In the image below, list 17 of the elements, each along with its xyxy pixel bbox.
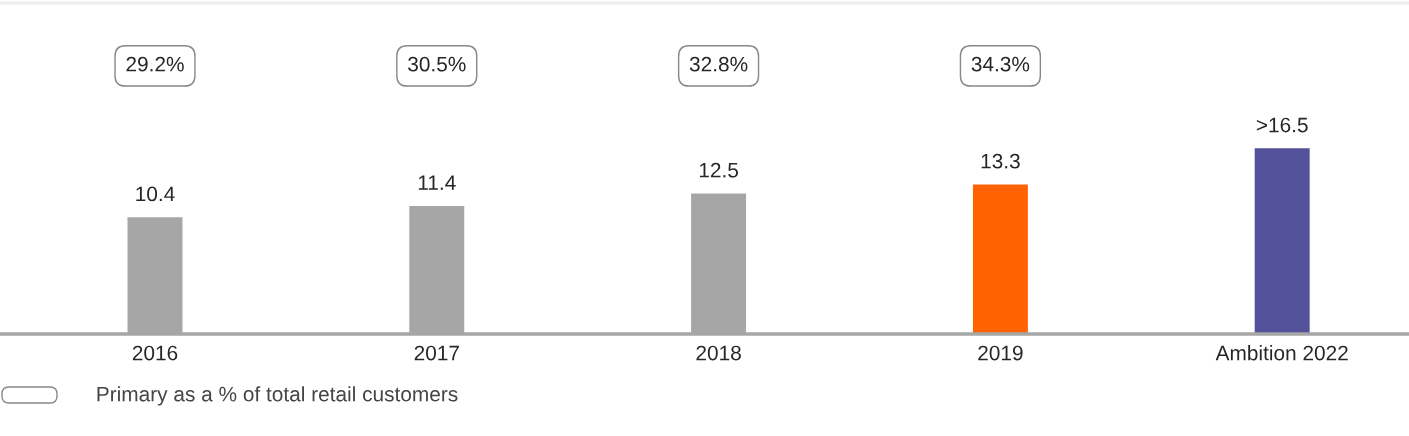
data-label: 10.4: [136, 186, 175, 202]
bar: [1253, 146, 1312, 334]
annotation: 29.2%: [126, 56, 184, 72]
x-tick-label: 2019: [978, 345, 1023, 361]
bar: [971, 183, 1030, 334]
text: Primary as a % of total retail customers: [97, 386, 458, 406]
annotation: 34.3%: [971, 56, 1030, 72]
x-tick-label: 2016: [132, 345, 178, 361]
x-tick-label: 2018: [696, 345, 741, 361]
data-label: 11.4: [418, 175, 456, 190]
x-tick-label: 2017: [414, 345, 459, 361]
annotation: 32.8%: [689, 56, 748, 72]
x-tick-label: Ambition 2022: [1215, 345, 1348, 361]
data-label: 12.5: [699, 162, 738, 178]
data-label: >16.5: [1256, 117, 1308, 133]
data-label: 13.3: [981, 153, 1020, 169]
annotation: 30.5%: [408, 56, 466, 72]
